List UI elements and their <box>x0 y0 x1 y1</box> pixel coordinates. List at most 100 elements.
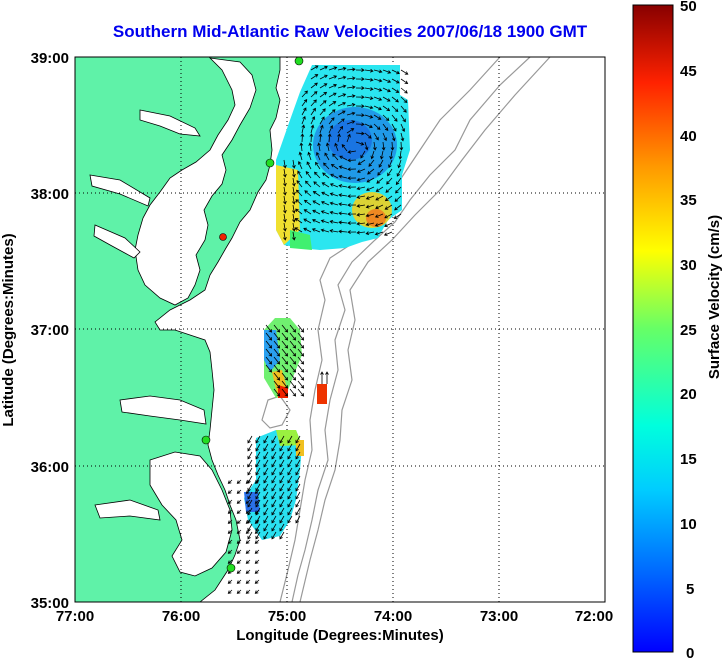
velocity-vector <box>289 340 297 349</box>
velocity-vector <box>356 230 366 235</box>
velocity-vector <box>382 114 390 122</box>
velocity-vector <box>355 131 365 136</box>
colorbar-gradient <box>632 4 674 653</box>
velocity-vector <box>254 559 260 564</box>
velocity-vector <box>391 123 397 132</box>
velocity-vector <box>365 186 375 191</box>
velocity-vector <box>320 371 324 384</box>
velocity-vector <box>337 93 347 98</box>
velocity-vector <box>400 87 408 94</box>
pamlico-sound <box>149 451 233 577</box>
velocity-vector <box>291 195 296 205</box>
velocity-vector <box>227 479 233 484</box>
bay-inlet-mid <box>89 174 151 207</box>
velocity-vector <box>227 579 233 584</box>
station-markers <box>201 57 304 573</box>
velocity-vector <box>382 123 389 132</box>
velocity-vector <box>297 170 303 179</box>
velocity-vector <box>297 380 305 389</box>
x-tick-label: 72:00 <box>575 608 613 625</box>
velocity-vector <box>287 499 293 508</box>
velocity-vector <box>247 443 253 452</box>
velocity-vector <box>365 231 375 236</box>
velocity-vector <box>400 96 408 104</box>
velocity-vector <box>310 82 318 89</box>
velocity-vector <box>364 68 374 73</box>
velocity-vector <box>400 123 406 132</box>
velocity-vector <box>338 184 348 188</box>
velocity-vector <box>236 519 242 524</box>
velocity-vector <box>365 222 375 227</box>
velocity-vector <box>356 204 366 208</box>
velocity-vector <box>254 529 260 534</box>
velocity-vector <box>312 209 321 215</box>
velocity-vector <box>330 163 339 170</box>
velocity-vector <box>236 549 242 554</box>
velocity-vector <box>372 141 377 151</box>
velocity-vector <box>227 529 233 534</box>
velocity-vector <box>355 95 365 100</box>
velocity-vector <box>254 549 260 554</box>
velocity-vector <box>271 459 277 468</box>
velocity-vector <box>373 87 383 92</box>
velocity-vector <box>255 531 261 540</box>
velocity-vector <box>287 507 293 516</box>
velocity-vector <box>320 219 330 224</box>
velocity-vector <box>312 200 321 206</box>
velocity-vector <box>254 569 260 574</box>
velocity-vector <box>303 199 312 206</box>
velocity-vector <box>287 451 293 460</box>
velocity-vector <box>319 108 326 116</box>
velocity-vector <box>364 132 372 139</box>
velocity-vector <box>289 388 297 397</box>
velocity-vector <box>227 539 233 544</box>
velocity-vector <box>304 180 312 188</box>
sound-inlet <box>94 499 161 521</box>
velocity-vector <box>394 195 402 202</box>
velocity-vector <box>287 467 293 476</box>
velocity-vector <box>310 74 319 80</box>
velocity-vector <box>298 160 303 170</box>
velocity-vector <box>281 332 289 341</box>
velocity-vector <box>375 195 384 201</box>
velocity-vector <box>346 103 356 107</box>
velocity-vector <box>370 150 375 160</box>
velocity-vector <box>347 194 357 199</box>
velocity-vector <box>301 115 306 125</box>
velocity-vector <box>338 211 348 216</box>
velocity-vector <box>291 204 296 214</box>
velocity-vector <box>386 177 393 185</box>
velocity-vector <box>364 77 374 82</box>
velocity-vector <box>346 133 351 143</box>
velocity-vector <box>329 210 339 215</box>
velocity-vector <box>227 589 233 594</box>
velocity-vector <box>391 78 400 84</box>
y-tick-label: 37:00 <box>31 322 69 339</box>
velocity-vector <box>254 579 260 584</box>
velocity-vector <box>263 483 269 492</box>
velocity-vector <box>279 467 285 476</box>
velocity-vector <box>391 69 400 75</box>
colorbar-tick: 15 <box>680 451 697 468</box>
velocity-vector <box>295 199 303 206</box>
velocity-vector <box>297 356 305 365</box>
colorbar-label: Surface Velocity (cm/s) <box>706 215 723 379</box>
velocity-vector <box>373 132 379 141</box>
velocity-vector <box>245 509 251 514</box>
velocity-vector <box>324 152 330 161</box>
velocity-vector <box>255 491 261 500</box>
velocity-vector <box>297 324 305 333</box>
velocity-vector <box>291 186 296 196</box>
velocity-vector <box>346 76 356 81</box>
velocity-vector <box>385 186 393 193</box>
velocity-vector <box>373 69 383 74</box>
velocity-vector <box>328 124 334 134</box>
velocity-vector <box>245 559 251 564</box>
velocity-vector <box>338 229 348 234</box>
velocity-vector <box>294 218 303 224</box>
velocity-vector <box>263 475 269 484</box>
velocity-vector <box>287 491 293 500</box>
velocity-vector <box>265 340 273 349</box>
velocity-vector <box>303 209 312 215</box>
velocity-vector <box>289 356 297 365</box>
